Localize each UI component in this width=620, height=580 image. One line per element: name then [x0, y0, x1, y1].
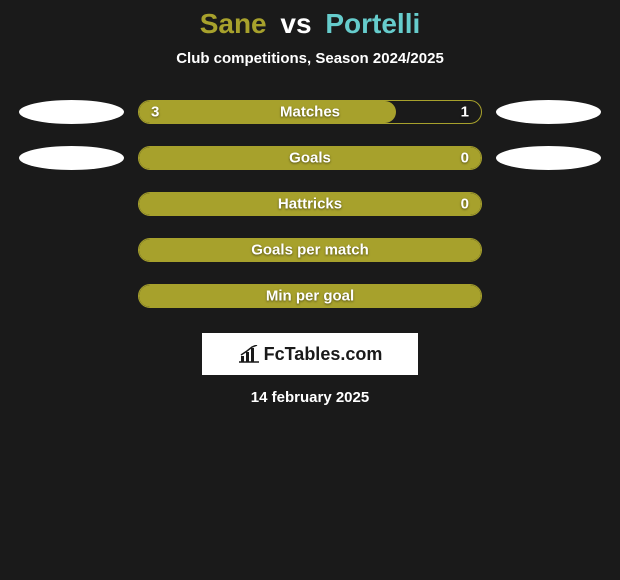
page-title: Sane vs Portelli: [0, 8, 620, 40]
stat-bar: Hattricks 0: [138, 192, 482, 216]
stat-value-right: 1: [461, 104, 469, 121]
spacer: [19, 192, 124, 216]
stat-bar-fill: [139, 101, 396, 123]
player1-badge: [19, 100, 124, 124]
stat-row: Hattricks 0: [0, 181, 620, 227]
player2-badge: [496, 100, 601, 124]
player1-badge: [19, 146, 124, 170]
fctables-logo[interactable]: FcTables.com: [202, 333, 418, 375]
spacer: [19, 284, 124, 308]
stat-row: 3 Matches 1: [0, 89, 620, 135]
stat-bar: Goals 0: [138, 146, 482, 170]
subtitle: Club competitions, Season 2024/2025: [0, 50, 620, 67]
stat-row: Min per goal: [0, 273, 620, 319]
stat-bar: Min per goal: [138, 284, 482, 308]
stat-row: Goals 0: [0, 135, 620, 181]
player2-badge: [496, 146, 601, 170]
stat-bar: Goals per match: [138, 238, 482, 262]
player2-name: Portelli: [325, 8, 420, 39]
stat-label: Goals per match: [251, 242, 369, 259]
stat-row: Goals per match: [0, 227, 620, 273]
logo-text: FcTables.com: [264, 344, 383, 365]
stat-bar: 3 Matches 1: [138, 100, 482, 124]
spacer: [19, 238, 124, 262]
player1-name: Sane: [200, 8, 267, 39]
stats-section: 3 Matches 1 Goals 0 Hattricks 0 Goals per match…: [0, 89, 620, 319]
spacer: [496, 284, 601, 308]
spacer: [496, 238, 601, 262]
stat-label: Goals: [289, 150, 331, 167]
spacer: [496, 192, 601, 216]
stat-value-right: 0: [461, 196, 469, 213]
chart-icon: [238, 345, 260, 363]
title-vs: vs: [280, 8, 311, 39]
date-label: 14 february 2025: [0, 389, 620, 406]
stat-value-right: 0: [461, 150, 469, 167]
stat-label: Matches: [280, 104, 340, 121]
stat-label: Min per goal: [266, 288, 354, 305]
stat-value-left: 3: [151, 104, 159, 121]
stat-label: Hattricks: [278, 196, 342, 213]
